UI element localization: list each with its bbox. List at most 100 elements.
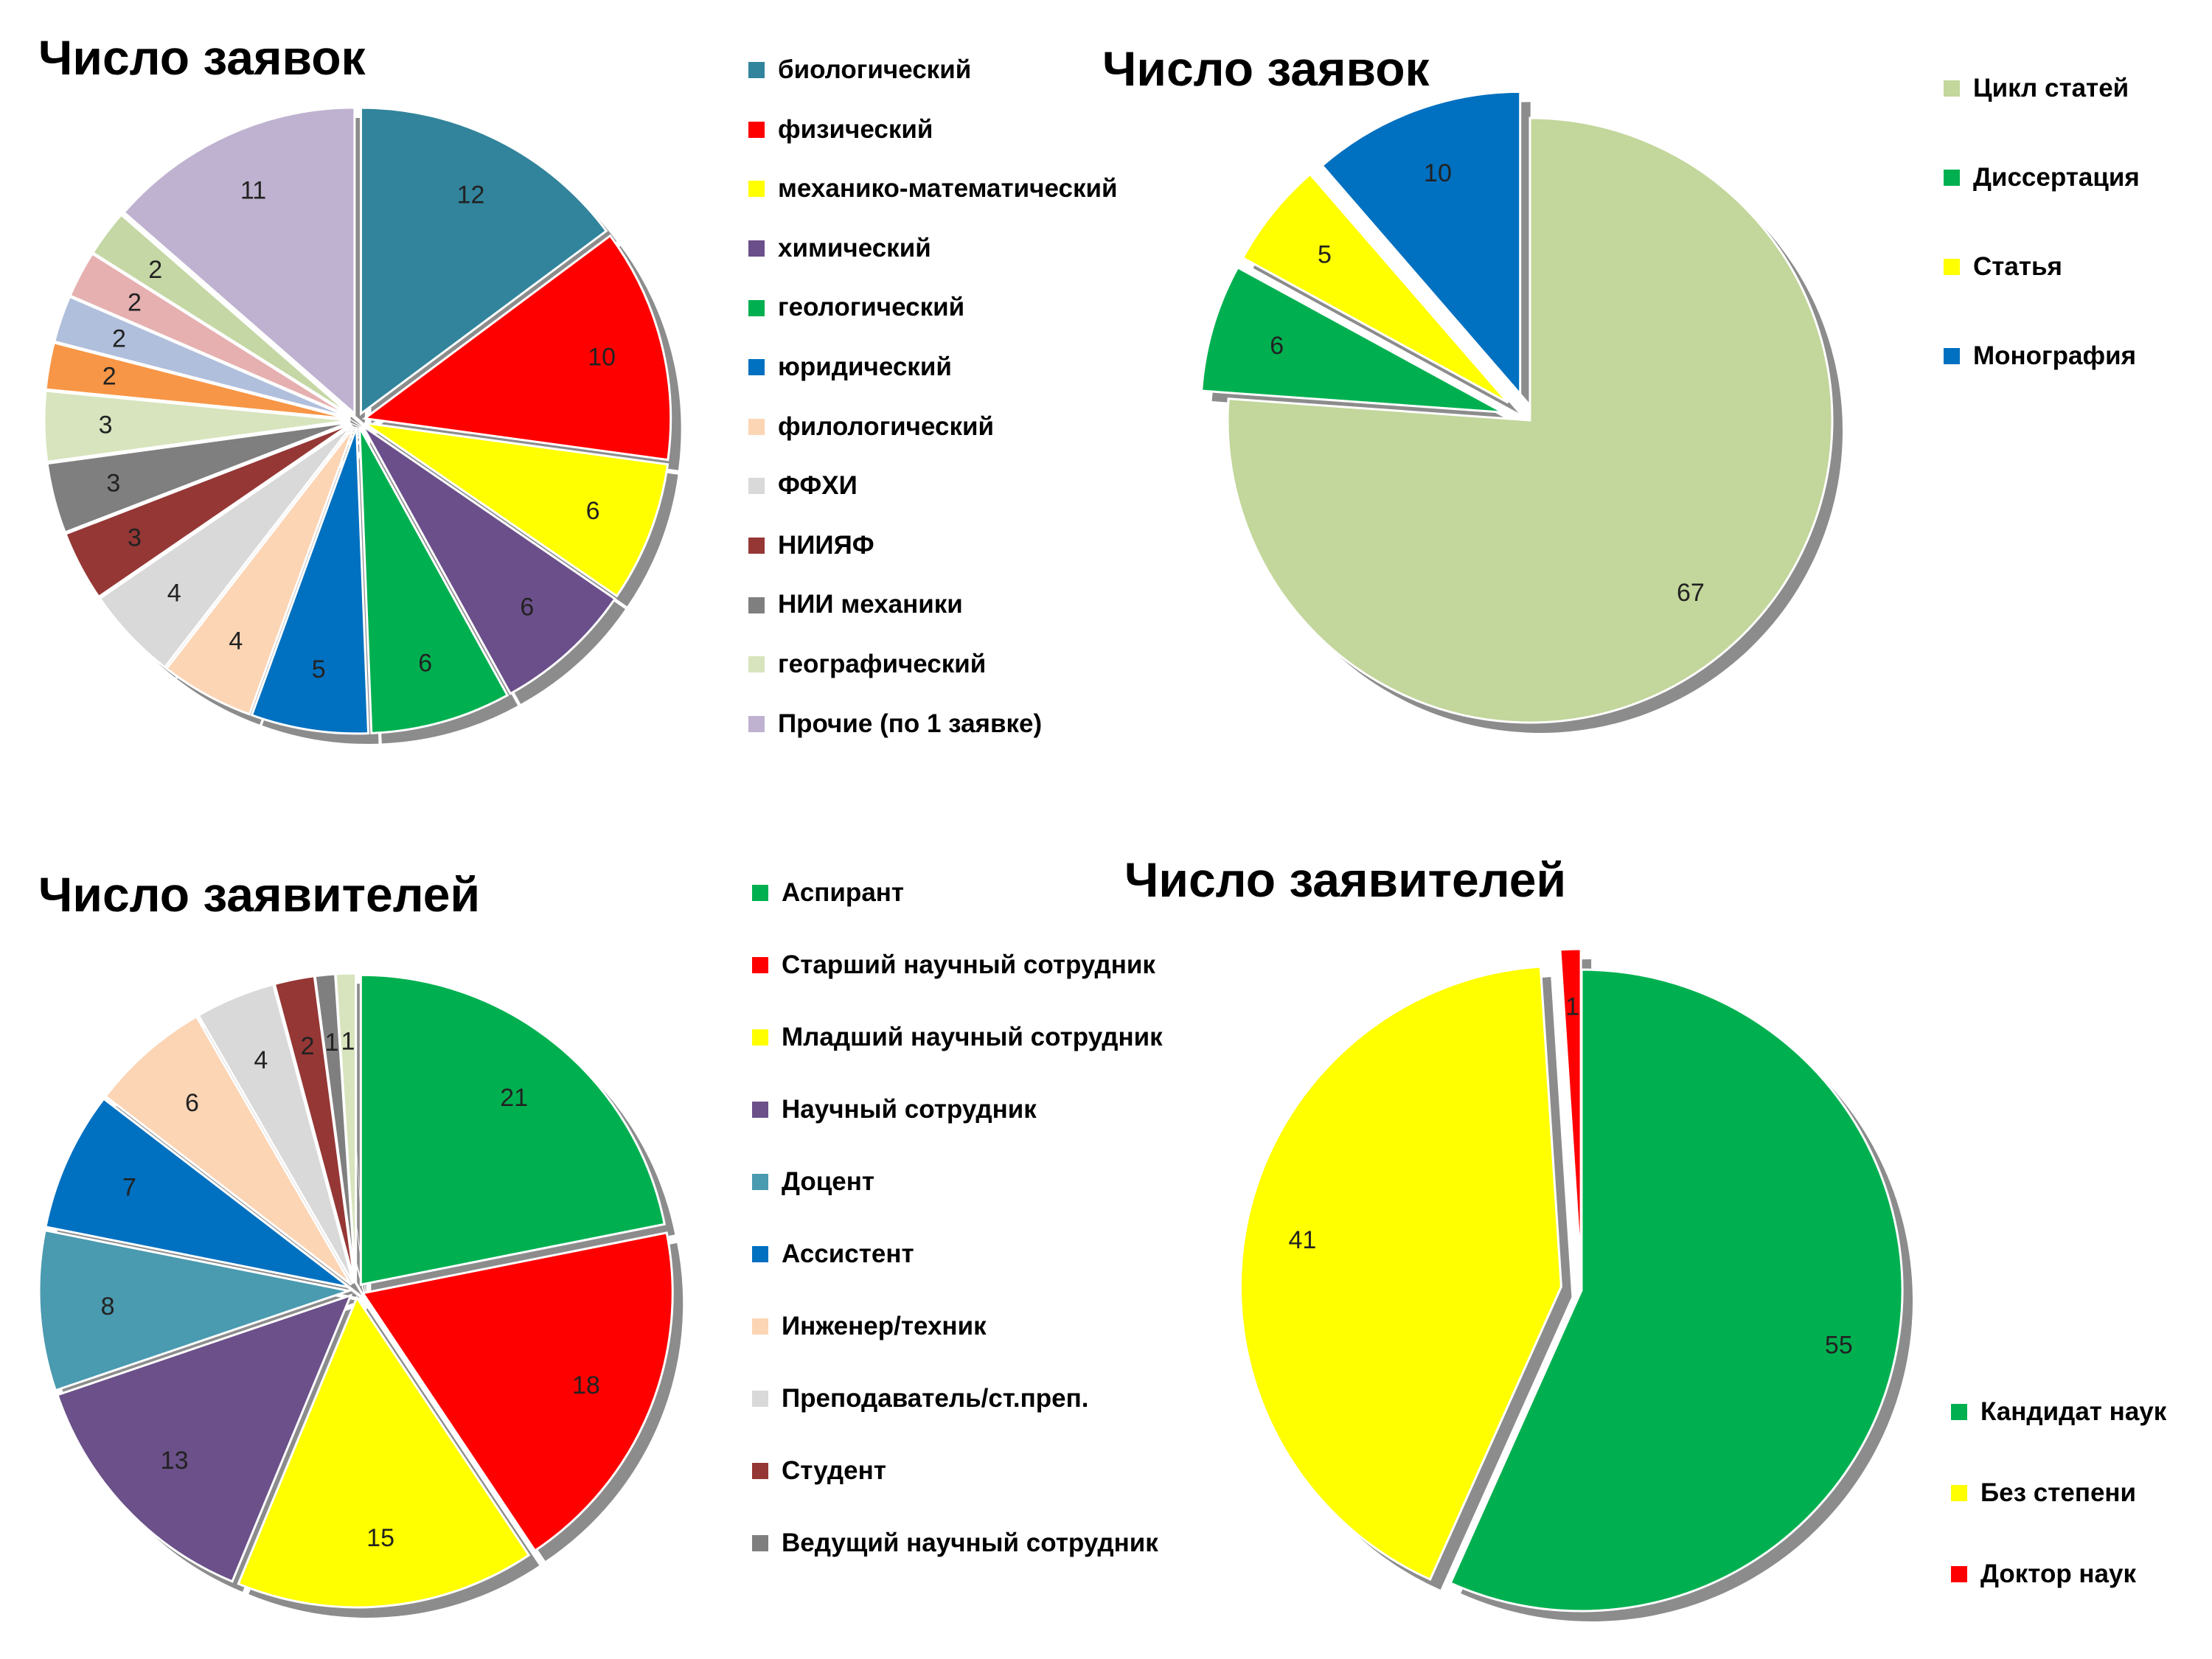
legend-swatch <box>748 240 765 257</box>
legend-item: Старший научный сотрудник <box>752 946 1165 984</box>
pie-chart: Кандидат наук: 55Без степени: 41Доктор н… <box>1239 947 1913 1621</box>
legend-label: Прочие (по 1 заявке) <box>778 709 1043 738</box>
legend-swatch <box>752 1029 768 1046</box>
slice-value-label: 6 <box>185 1089 199 1117</box>
slice-value-label: 6 <box>586 497 600 525</box>
slice-value-label: 4 <box>167 580 181 608</box>
legend-swatch <box>748 299 765 316</box>
legend-swatch <box>752 1246 768 1262</box>
slice-value-label: 8 <box>101 1293 115 1321</box>
legend-item: филологический <box>748 412 1191 442</box>
slice-value-label: 6 <box>1270 332 1284 360</box>
legend-item: Статья <box>1944 252 2209 282</box>
legend-item: Доцент <box>752 1163 1165 1201</box>
pie-slice: Преподаватель/ст.преп.: 4 <box>197 983 355 1284</box>
legend-item: Младший научный сотрудник <box>752 1018 1165 1057</box>
slice-value-label: 2 <box>112 324 126 352</box>
legend-label: Монография <box>1973 341 2137 370</box>
slice-value-label: 11 <box>240 177 266 205</box>
legend-swatch <box>748 181 765 198</box>
legend-label: Без степени <box>1980 1478 2137 1507</box>
legend-swatch <box>752 885 768 901</box>
pie-slice: геологический: 6 <box>358 426 509 734</box>
pie-slice: Младший научный сотрудник: 15 <box>237 1295 531 1609</box>
legend-label: геологический <box>778 293 965 322</box>
slice-value-label: 3 <box>99 411 113 439</box>
pie-slice: Доцент: 8 <box>38 1228 353 1392</box>
pie-slice: Прочие (по 1 заявке): 11 <box>122 106 356 417</box>
legend-item: Прочие (по 1 заявке) <box>748 709 1191 739</box>
legend-swatch <box>1951 1485 1967 1502</box>
pie-slice: механико-математический: 6 <box>364 422 669 598</box>
legend-label: Ассистент <box>782 1239 914 1268</box>
legend-item: Монография <box>1944 341 2209 371</box>
legend-item: Доктор наук <box>1951 1559 2202 1589</box>
legend-swatch <box>748 62 765 79</box>
legend-label: юридический <box>778 352 952 381</box>
legend-swatch <box>752 1391 768 1407</box>
pie-slice: НИИ механики: 3 <box>46 421 351 534</box>
legend-item: Диссертация <box>1944 163 2209 192</box>
pie-slice: Монография: 10 <box>1321 90 1522 397</box>
chart-title: Число заявителей <box>38 867 481 922</box>
pie-slice: Без степени: 41 <box>1239 965 1562 1582</box>
slice-value-label: 55 <box>1825 1332 1853 1360</box>
legend-swatch <box>752 1174 768 1190</box>
legend-swatch <box>1944 170 1960 187</box>
chart-title: Число заявителей <box>1124 852 1567 907</box>
legend-item: биологический <box>748 55 1191 85</box>
pie-slice: Цикл статей: 67 <box>1226 116 1834 724</box>
slice-value-label: 6 <box>520 593 534 621</box>
legend-item: Цикл статей <box>1944 74 2209 103</box>
pie-slice: Инженер/техник: 6 <box>104 1015 352 1286</box>
chart-title: Число заявок <box>38 30 366 85</box>
slice-value-label: 21 <box>500 1084 528 1112</box>
legend-swatch <box>748 359 765 376</box>
legend-swatch <box>752 1535 768 1551</box>
legend-swatch <box>1944 348 1960 365</box>
legend-item: Без степени <box>1951 1478 2202 1508</box>
pie-slice: Научный сотрудник: 13 <box>56 1293 353 1583</box>
legend-item: ФФХИ <box>748 471 1191 501</box>
legend-label: Доктор наук <box>1980 1559 2137 1588</box>
pie-slice: химический: 6 <box>361 425 617 695</box>
slice-value-label: 15 <box>366 1524 394 1552</box>
legend-item: Преподаватель/ст.преп. <box>752 1380 1165 1418</box>
slice-value-label: 10 <box>588 344 616 372</box>
legend-item: НИИ механики <box>748 590 1191 619</box>
legend-swatch <box>752 1102 768 1118</box>
legend-swatch <box>748 597 765 613</box>
legend-label: ФФХИ <box>778 471 858 501</box>
legend-item: Ассистент <box>752 1235 1165 1273</box>
legend-swatch <box>1951 1404 1967 1421</box>
legend-label: Инженер/техник <box>782 1312 987 1340</box>
legend-item: механико-математический <box>748 174 1191 204</box>
legend-label: Кандидат наук <box>1980 1397 2167 1426</box>
legend-item: геологический <box>748 293 1191 322</box>
pie-chart: Аспирант: 21Старший научный сотрудник: 1… <box>38 972 684 1618</box>
legend-label: Статья <box>1973 252 2062 281</box>
legend-label: механико-математический <box>778 174 1118 204</box>
pie-slices: биологический: 12физический: 10механико-… <box>43 106 672 735</box>
legend-label: Младший научный сотрудник <box>782 1023 1163 1051</box>
slice-value-label: 1 <box>324 1029 338 1057</box>
legend-swatch <box>748 121 765 138</box>
legend-swatch <box>1951 1566 1967 1583</box>
legend-item: химический <box>748 234 1191 263</box>
legend-swatch <box>752 957 768 973</box>
pie-slice: Диссертация: 6 <box>1200 265 1504 414</box>
slice-value-label: 2 <box>148 256 162 284</box>
pie-slice: юридический: 5 <box>250 427 370 735</box>
legend-swatch <box>748 537 765 554</box>
legend-label: физический <box>778 114 933 144</box>
pie-slice: географический: 3 <box>43 389 351 464</box>
slice-value-label: 13 <box>161 1447 189 1475</box>
legend-swatch <box>752 1463 768 1479</box>
slice-value-label: 3 <box>106 469 120 497</box>
legend-swatch <box>748 715 765 732</box>
legend-item: Ведущий научный сотрудник <box>752 1524 1165 1562</box>
slice-value-label: 18 <box>572 1371 600 1399</box>
pie-labels: 55 41 1 <box>1288 993 1852 1360</box>
pie-slices: Аспирант: 21Старший научный сотрудник: 1… <box>38 972 674 1609</box>
